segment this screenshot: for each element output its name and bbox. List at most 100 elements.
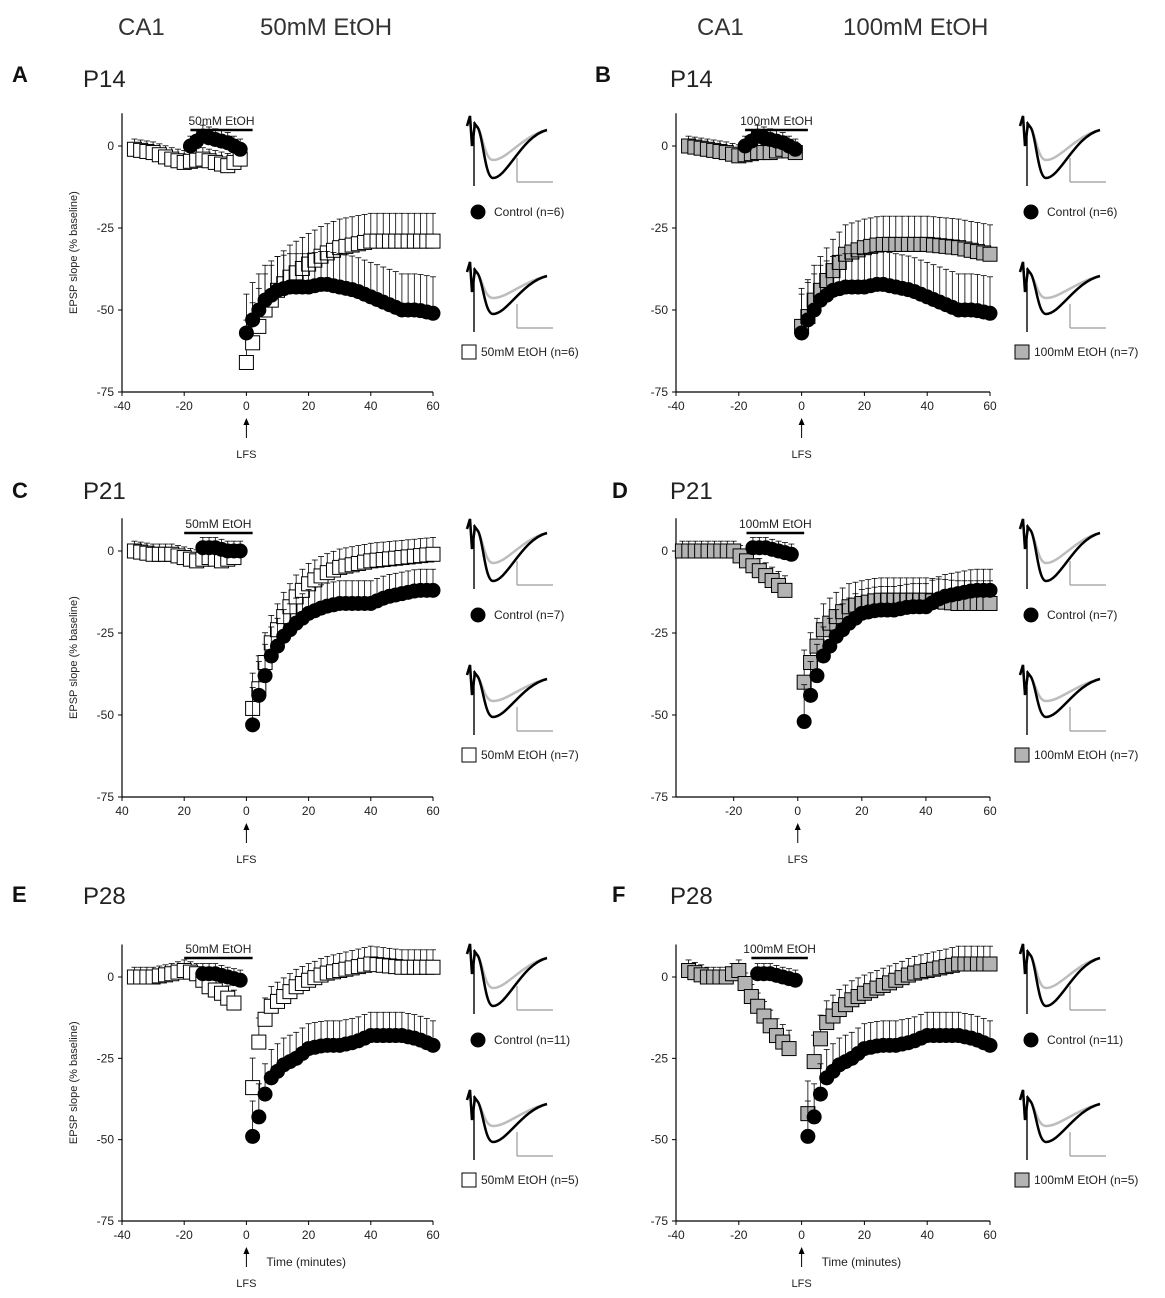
lfs-label-f: LFS <box>792 1278 812 1290</box>
trace-pair-c-1 <box>467 519 553 589</box>
point-e-control-8 <box>252 1110 266 1124</box>
x-tick-label-f-5: 60 <box>983 1228 997 1242</box>
lfs-label-b: LFS <box>792 449 812 461</box>
etoh-bar-label-a: 50mM EtOH <box>189 114 255 128</box>
etoh-bar-label-e: 50mM EtOH <box>185 942 251 956</box>
trace-control-f-2 <box>1020 1090 1100 1142</box>
x-tick-label-e-2: 0 <box>243 1228 250 1242</box>
trace-pair-d-1 <box>1020 519 1106 589</box>
chart-panel-b: 0-25-50-75-40 -20 0 20 40 60LFS100mM EtOHCont… <box>651 113 1139 461</box>
trace-control-c-1 <box>467 519 547 581</box>
y-tick-label-f-3: -75 <box>651 1214 669 1228</box>
point-c-control-9 <box>258 669 272 683</box>
trace-control-e-1 <box>467 944 547 1006</box>
etoh-bar-label-f: 100mM EtOH <box>743 942 816 956</box>
y-tick-label-b-2: -50 <box>651 303 669 317</box>
x-tick-label-b-3: 20 <box>858 399 872 413</box>
trace-pair-e-2 <box>467 1090 553 1160</box>
trace-etoh-d-1 <box>1020 519 1100 563</box>
legend-marker-c-etoh <box>462 748 476 762</box>
point-c-control-8 <box>252 688 266 702</box>
y-tick-label-c-0: 0 <box>107 544 114 558</box>
point-f-control-8 <box>807 1110 821 1124</box>
legend-marker-e-etoh <box>462 1173 476 1187</box>
trace-control-d-1 <box>1020 519 1100 581</box>
lfs-arrowhead-b <box>799 418 805 425</box>
legend-marker-e-control <box>471 1033 485 1047</box>
point-b-control-8 <box>788 142 802 156</box>
lfs-label-e: LFS <box>236 1278 256 1290</box>
chart-panel-d: 0-25-50-75-20 0 20 40 60LFS100mM EtOHControl… <box>651 517 1139 866</box>
x-tick-label-c-3: 20 <box>302 804 316 818</box>
chart-panel-f: 0-25-50-75-40 -20 0 20 40 60Time (minutes)LFS… <box>651 942 1139 1290</box>
trace-control-a-1 <box>467 116 547 178</box>
x-tick-label-e-5: 60 <box>426 1228 440 1242</box>
x-tick-label-b-4: 40 <box>921 399 935 413</box>
trace-pair-b-1 <box>1020 116 1106 186</box>
y-tick-label-e-1: -25 <box>97 1051 115 1065</box>
y-axis-label-c: EPSP slope (% baseline) <box>68 596 80 719</box>
trace-control-e-2 <box>467 1090 547 1142</box>
x-tick-label-c-4: 40 <box>364 804 378 818</box>
x-axis-label-e: Time (minutes) <box>266 1255 346 1269</box>
point-f-control-36 <box>983 1038 997 1052</box>
legend-label-b-etoh: 100mM EtOH (n=7) <box>1034 345 1138 359</box>
x-tick-label-f-0: -40 <box>667 1228 685 1242</box>
chart-panel-a: 0 -25 -50 -75-40 -20 0 20 40 60 EPSP slope (% bas… <box>68 113 579 461</box>
legend-marker-d-etoh <box>1015 748 1029 762</box>
etoh-bar-label-b: 100mM EtOH <box>740 114 813 128</box>
legend-marker-b-etoh <box>1015 345 1029 359</box>
y-tick-label-c-1: -25 <box>97 626 115 640</box>
point-f-etoh-19 <box>813 1032 827 1046</box>
legend-label-e-control: Control (n=11) <box>494 1033 570 1047</box>
x-tick-label-e-3: 20 <box>302 1228 316 1242</box>
x-tick-label-b-0: -40 <box>667 399 685 413</box>
legend-label-d-etoh: 100mM EtOH (n=7) <box>1034 748 1138 762</box>
legend-label-b-control: Control (n=6) <box>1047 205 1117 219</box>
lfs-arrowhead-e <box>243 1247 249 1254</box>
point-e-etoh-16 <box>227 996 241 1010</box>
legend-label-d-control: Control (n=7) <box>1047 608 1117 622</box>
point-e-control-9 <box>258 1087 272 1101</box>
lfs-arrowhead-c <box>243 823 249 830</box>
point-f-etoh-18 <box>807 1055 821 1069</box>
y-tick-label-a-1: -25 <box>97 221 115 235</box>
trace-etoh-c-1 <box>467 519 547 563</box>
point-c-control-6 <box>233 544 247 558</box>
y-axis-label-e: EPSP slope (% baseline) <box>68 1021 80 1144</box>
point-f-etoh-8 <box>732 963 746 977</box>
point-e-etoh-17 <box>246 1081 260 1095</box>
y-axis-label-a: EPSP slope (% baseline) <box>68 191 80 314</box>
point-b-control-9 <box>795 326 809 340</box>
x-tick-label-b-1: -20 <box>730 399 748 413</box>
point-d-control-7 <box>797 715 811 729</box>
trace-control-c-2 <box>467 665 547 717</box>
legend-label-a-etoh: 50mM EtOH (n=6) <box>481 345 579 359</box>
point-e-etoh-46 <box>426 960 440 974</box>
y-tick-label-d-3: -75 <box>651 790 669 804</box>
lfs-label-d: LFS <box>788 854 808 866</box>
trace-pair-a-2 <box>467 262 553 332</box>
legend-marker-a-control <box>471 205 485 219</box>
y-tick-label-e-3: -75 <box>97 1214 115 1228</box>
x-tick-label-e-4: 40 <box>364 1228 378 1242</box>
point-a-etoh-18 <box>239 355 253 369</box>
series-a-etoh <box>127 139 440 369</box>
x-tick-label-d-4: 40 <box>919 804 933 818</box>
y-tick-label-c-2: -50 <box>97 708 115 722</box>
x-tick-label-f-1: -20 <box>730 1228 748 1242</box>
y-tick-label-e-0: 0 <box>107 970 114 984</box>
y-tick-label-d-0: 0 <box>661 544 668 558</box>
point-c-etoh-46 <box>426 547 440 561</box>
trace-pair-e-1 <box>467 944 553 1014</box>
point-f-etoh-46 <box>983 957 997 971</box>
point-e-etoh-19 <box>258 1012 272 1026</box>
x-tick-label-c-0: 40 <box>115 804 129 818</box>
point-d-control-36 <box>983 583 997 597</box>
point-f-etoh-9 <box>738 977 752 991</box>
y-tick-label-b-1: -25 <box>651 221 669 235</box>
trace-pair-a-1 <box>467 116 553 186</box>
point-c-control-36 <box>426 583 440 597</box>
etoh-bar-label-d: 100mM EtOH <box>739 517 812 531</box>
trace-etoh-f-1 <box>1020 944 1100 988</box>
